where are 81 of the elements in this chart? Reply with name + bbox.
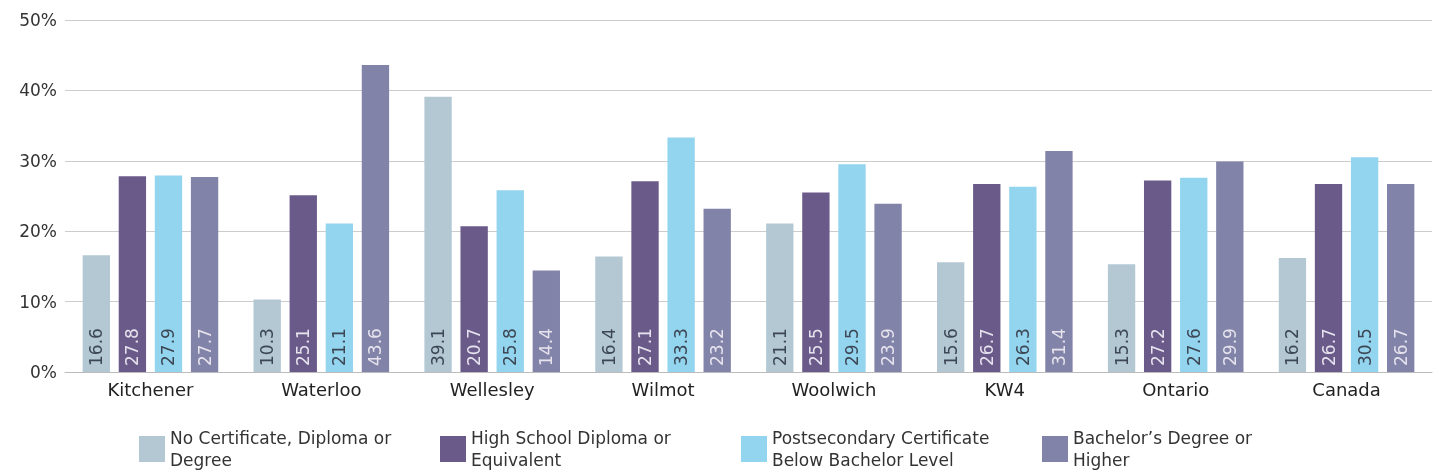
data-label: 16.6 [86,328,107,366]
bar [325,223,354,372]
x-tick-label: Waterloo [281,378,362,400]
y-tick-label: 0% [30,362,57,382]
bar [154,175,183,372]
bar [1350,157,1379,372]
bar [1045,150,1073,372]
bar [532,270,560,372]
bar [289,195,317,372]
x-tick-label: Woolwich [791,378,877,400]
data-label: 26.7 [976,328,997,366]
bar [973,184,1001,372]
data-label: 31.4 [1048,328,1069,366]
bar [1107,264,1136,372]
data-label: 30.5 [1354,328,1375,366]
bar [766,223,794,372]
data-label: 27.7 [194,328,215,366]
data-label: 39.1 [428,328,449,366]
data-label: 15.6 [940,328,961,366]
bar [802,192,830,372]
data-label: 26.7 [1318,328,1339,366]
bar [1180,177,1208,372]
x-tick-label: Wellesley [449,378,536,400]
data-label: 21.1 [769,328,790,366]
data-label: 23.2 [707,328,728,366]
bar [361,65,390,372]
bar [118,176,147,372]
legend-label: High School Diploma or Equivalent [471,428,677,470]
data-label: 27.8 [122,328,143,366]
bar [838,164,866,372]
y-tick-label: 50% [19,10,57,30]
bar [1314,184,1343,372]
data-label: 27.6 [1183,328,1204,366]
data-label: 26.7 [1390,328,1411,366]
bar [1278,257,1307,372]
legend-label: No Certificate, Diploma or Degree [170,428,397,470]
data-label: 25.5 [805,328,826,366]
bar [496,190,524,372]
data-label: 33.3 [671,328,692,366]
bar [424,96,452,372]
bar [1143,180,1172,372]
bar [631,181,659,372]
bar [595,256,623,372]
x-tick-label: Ontario [1142,378,1210,400]
y-tick-label: 10% [19,291,57,312]
data-label: 16.2 [1282,328,1303,366]
bar [1009,186,1037,372]
bar [874,203,902,372]
data-label: 25.1 [293,328,314,366]
bar [1216,161,1244,372]
y-tick-label: 40% [19,80,57,101]
x-tick-label: KW4 [984,378,1026,400]
data-label: 29.5 [841,328,862,366]
bar [190,176,219,372]
data-label: 43.6 [365,328,386,366]
data-label: 14.4 [536,328,557,366]
x-tick-label: Wilmot [631,378,695,400]
data-label: 26.3 [1012,328,1033,366]
data-label: 10.3 [257,328,278,366]
data-label: 16.4 [598,328,619,366]
bar [82,255,110,372]
data-label: 23.9 [878,328,899,366]
bar [460,226,488,372]
data-label: 21.1 [329,328,350,366]
x-tick-label: Canada [1312,378,1381,400]
legend-label: Bachelor’s Degree or Higher [1073,428,1258,470]
x-tick-label: Kitchener [107,378,195,400]
legend-label: Postsecondary Certificate Below Bachelor Level [772,428,995,470]
data-label: 27.1 [635,328,656,366]
bar [703,208,731,372]
bar [937,262,965,372]
data-label: 15.3 [1111,328,1132,366]
bar [1387,184,1415,372]
y-tick-label: 30% [19,150,57,171]
data-label: 20.7 [464,328,485,366]
bar [667,137,695,372]
data-label: 27.9 [158,328,179,366]
data-label: 27.2 [1147,328,1168,366]
y-tick-label: 20% [19,221,57,242]
data-label: 25.8 [500,328,521,366]
data-label: 29.9 [1219,328,1240,366]
